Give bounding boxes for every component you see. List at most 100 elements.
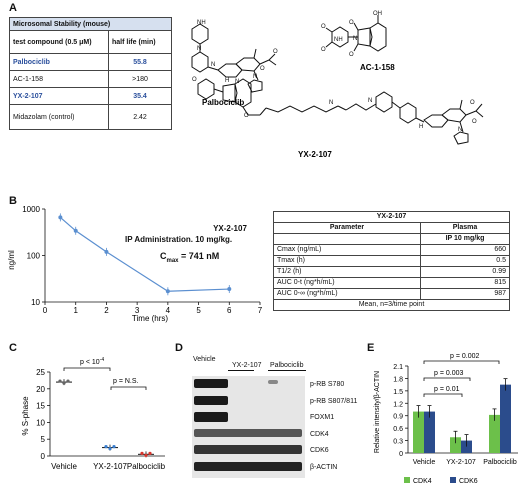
pk-table-footer: Mean, n=3/time point <box>273 299 510 311</box>
x-axis-ticks: Vehicle YX-2-107 Palbociclib <box>51 462 166 471</box>
atom-label: NH <box>334 37 343 43</box>
y-axis-label: Relative intensity/β-ACTIN <box>374 371 381 453</box>
table-title: Microsomal Stability (mouse) <box>9 17 172 31</box>
x-tick-label: Palbociclib <box>483 459 517 466</box>
atom-label: N <box>211 62 215 68</box>
atom-label: N <box>458 127 462 133</box>
compound-cell: AC-1-158 <box>9 70 109 88</box>
y-axis-ticks: 0 5 10 15 20 25 <box>36 368 50 461</box>
compound-cell: Palbociclib <box>9 53 109 71</box>
bar-cdk4 <box>413 411 424 453</box>
atom-label: O <box>349 20 354 26</box>
pk-annotation-route: IP Administration. 10 mg/kg. <box>125 235 233 244</box>
atom-label: H <box>225 78 229 84</box>
pk-param: Tmax (h) <box>273 255 421 267</box>
y-tick-label: 20 <box>36 385 45 394</box>
y-tick-label: 1.8 <box>393 376 403 383</box>
table-row: AC-1-158 >180 <box>9 70 172 88</box>
table-row: Cmax (ng/mL) 660 <box>273 244 510 256</box>
data-point <box>112 445 116 449</box>
band-label: β-ACTIN <box>310 463 338 471</box>
sphase-scatter-chart: 0 5 10 15 20 25 Vehicle YX-2-107 Palbociclib p … <box>21 357 166 471</box>
atom-labels: NH N N H N O O N O O NH OH O O N O O N N… <box>192 11 477 133</box>
data-point <box>148 451 152 455</box>
atom-label: O <box>260 66 265 72</box>
pk-line-chart: 10 100 1000 0 1 2 3 4 5 6 7 Time (hrs) ng/ml <box>7 205 263 323</box>
band-labels: p-RB S780 p-RB S807/811 FOXM1 CDK4 CDK6 … <box>310 377 357 477</box>
pk-param: Cmax (ng/mL) <box>273 244 421 256</box>
half-life-cell: >180 <box>108 70 172 88</box>
y-tick-label: 10 <box>31 298 40 307</box>
x-tick-label: 6 <box>227 306 232 315</box>
y-tick-label: 0.3 <box>393 439 403 446</box>
palbociclib-structure <box>191 23 277 93</box>
legend: CDK4 CDK6 <box>404 477 478 485</box>
x-axis-ticks: Vehicle YX-2-107 Palbociclib <box>413 459 517 466</box>
group-label-yx-2-107: YX-2-107 <box>232 362 262 369</box>
atom-label: O <box>472 119 477 125</box>
y-axis-label: ng/ml <box>7 250 16 270</box>
pk-value: 0.99 <box>420 266 510 278</box>
pk-param: AUC 0-∞ (ng*h/mL) <box>273 288 421 300</box>
data-point <box>144 453 148 457</box>
legend-label-cdk6: CDK6 <box>459 478 478 485</box>
palbociclib-name: Palbociclib <box>202 98 244 107</box>
data-point <box>73 228 78 233</box>
chemical-structures: NH N N H N O O N O O NH OH O O N O O N N… <box>191 11 484 159</box>
legend-label-cdk4: CDK4 <box>413 478 432 485</box>
panel-label-b: B <box>9 195 17 207</box>
half-life-cell: 35.4 <box>108 87 172 105</box>
atom-label: N <box>197 46 201 52</box>
legend-swatch-cdk4 <box>404 477 410 483</box>
panel-label-e: E <box>367 342 375 354</box>
atom-label: O <box>349 52 354 58</box>
ac-1-158-name: AC-1-158 <box>360 63 395 72</box>
pk-param: T1/2 (h) <box>273 266 421 278</box>
atom-label: NH <box>197 20 206 26</box>
y-tick-label: 5 <box>41 435 46 444</box>
table-row: AUC 0-t (ng*h/mL) 815 <box>273 277 510 289</box>
atom-label: N <box>368 98 372 104</box>
band-label: p-RB S780 <box>310 381 345 388</box>
x-tick-label: YX-2-107 <box>446 459 476 466</box>
data-point <box>165 289 170 294</box>
atom-label: OH <box>373 11 382 17</box>
blot-membrane <box>192 376 305 478</box>
table-row: Midazolam (control) 2.42 <box>9 104 172 130</box>
western-blot: Vehicle YX-2-107 Palbociclib p-RB S780 p… <box>192 346 367 481</box>
pk-value: 987 <box>420 288 510 300</box>
x-tick-label: 2 <box>104 306 109 315</box>
atom-label: N <box>253 74 257 80</box>
bar-cdk6 <box>500 384 511 453</box>
column-header-half-life: half life (min) <box>108 30 172 54</box>
y-tick-label: 1.5 <box>393 389 403 396</box>
y-tick-label: 1.2 <box>393 401 403 408</box>
atom-label: O <box>273 49 278 55</box>
pk-annotation-title: YX-2-107 <box>213 224 247 233</box>
p-value-2: p = N.S. <box>113 378 139 385</box>
pk-parameter-table: YX-2-107 Parameter Plasma IP 10 mg/kg Cm… <box>273 211 510 311</box>
y-axis-ticks: 10 100 1000 <box>22 205 45 307</box>
panel-label-c: C <box>9 342 17 354</box>
pk-header-plasma: Plasma <box>420 222 510 234</box>
cdk-bar-chart: 0 0.3 0.6 0.9 1.2 1.5 1.8 2.1 Vehicle YX-2-107 Pa… <box>374 353 518 485</box>
band-label: CDK4 <box>310 430 329 438</box>
y-tick-label: 15 <box>36 402 45 411</box>
atom-label: O <box>321 24 326 30</box>
pk-value: 660 <box>420 244 510 256</box>
pk-value: 815 <box>420 277 510 289</box>
atom-label: N <box>353 36 357 42</box>
bar-cdk4 <box>450 437 461 453</box>
sphase-points <box>56 379 154 458</box>
table-row: AUC 0-∞ (ng*h/mL) 987 <box>273 288 510 300</box>
y-tick-label: 0.9 <box>393 414 403 421</box>
data-point <box>227 287 232 292</box>
data-point <box>58 379 62 383</box>
y-tick-label: 10 <box>36 418 45 427</box>
x-tick-label: Vehicle <box>413 459 436 466</box>
cmax-label: C <box>160 251 167 261</box>
data-point <box>104 249 109 254</box>
y-axis-ticks: 0 0.3 0.6 0.9 1.2 1.5 1.8 2.1 <box>393 364 408 458</box>
y-tick-label: 0.6 <box>393 426 403 433</box>
data-point <box>104 445 108 449</box>
